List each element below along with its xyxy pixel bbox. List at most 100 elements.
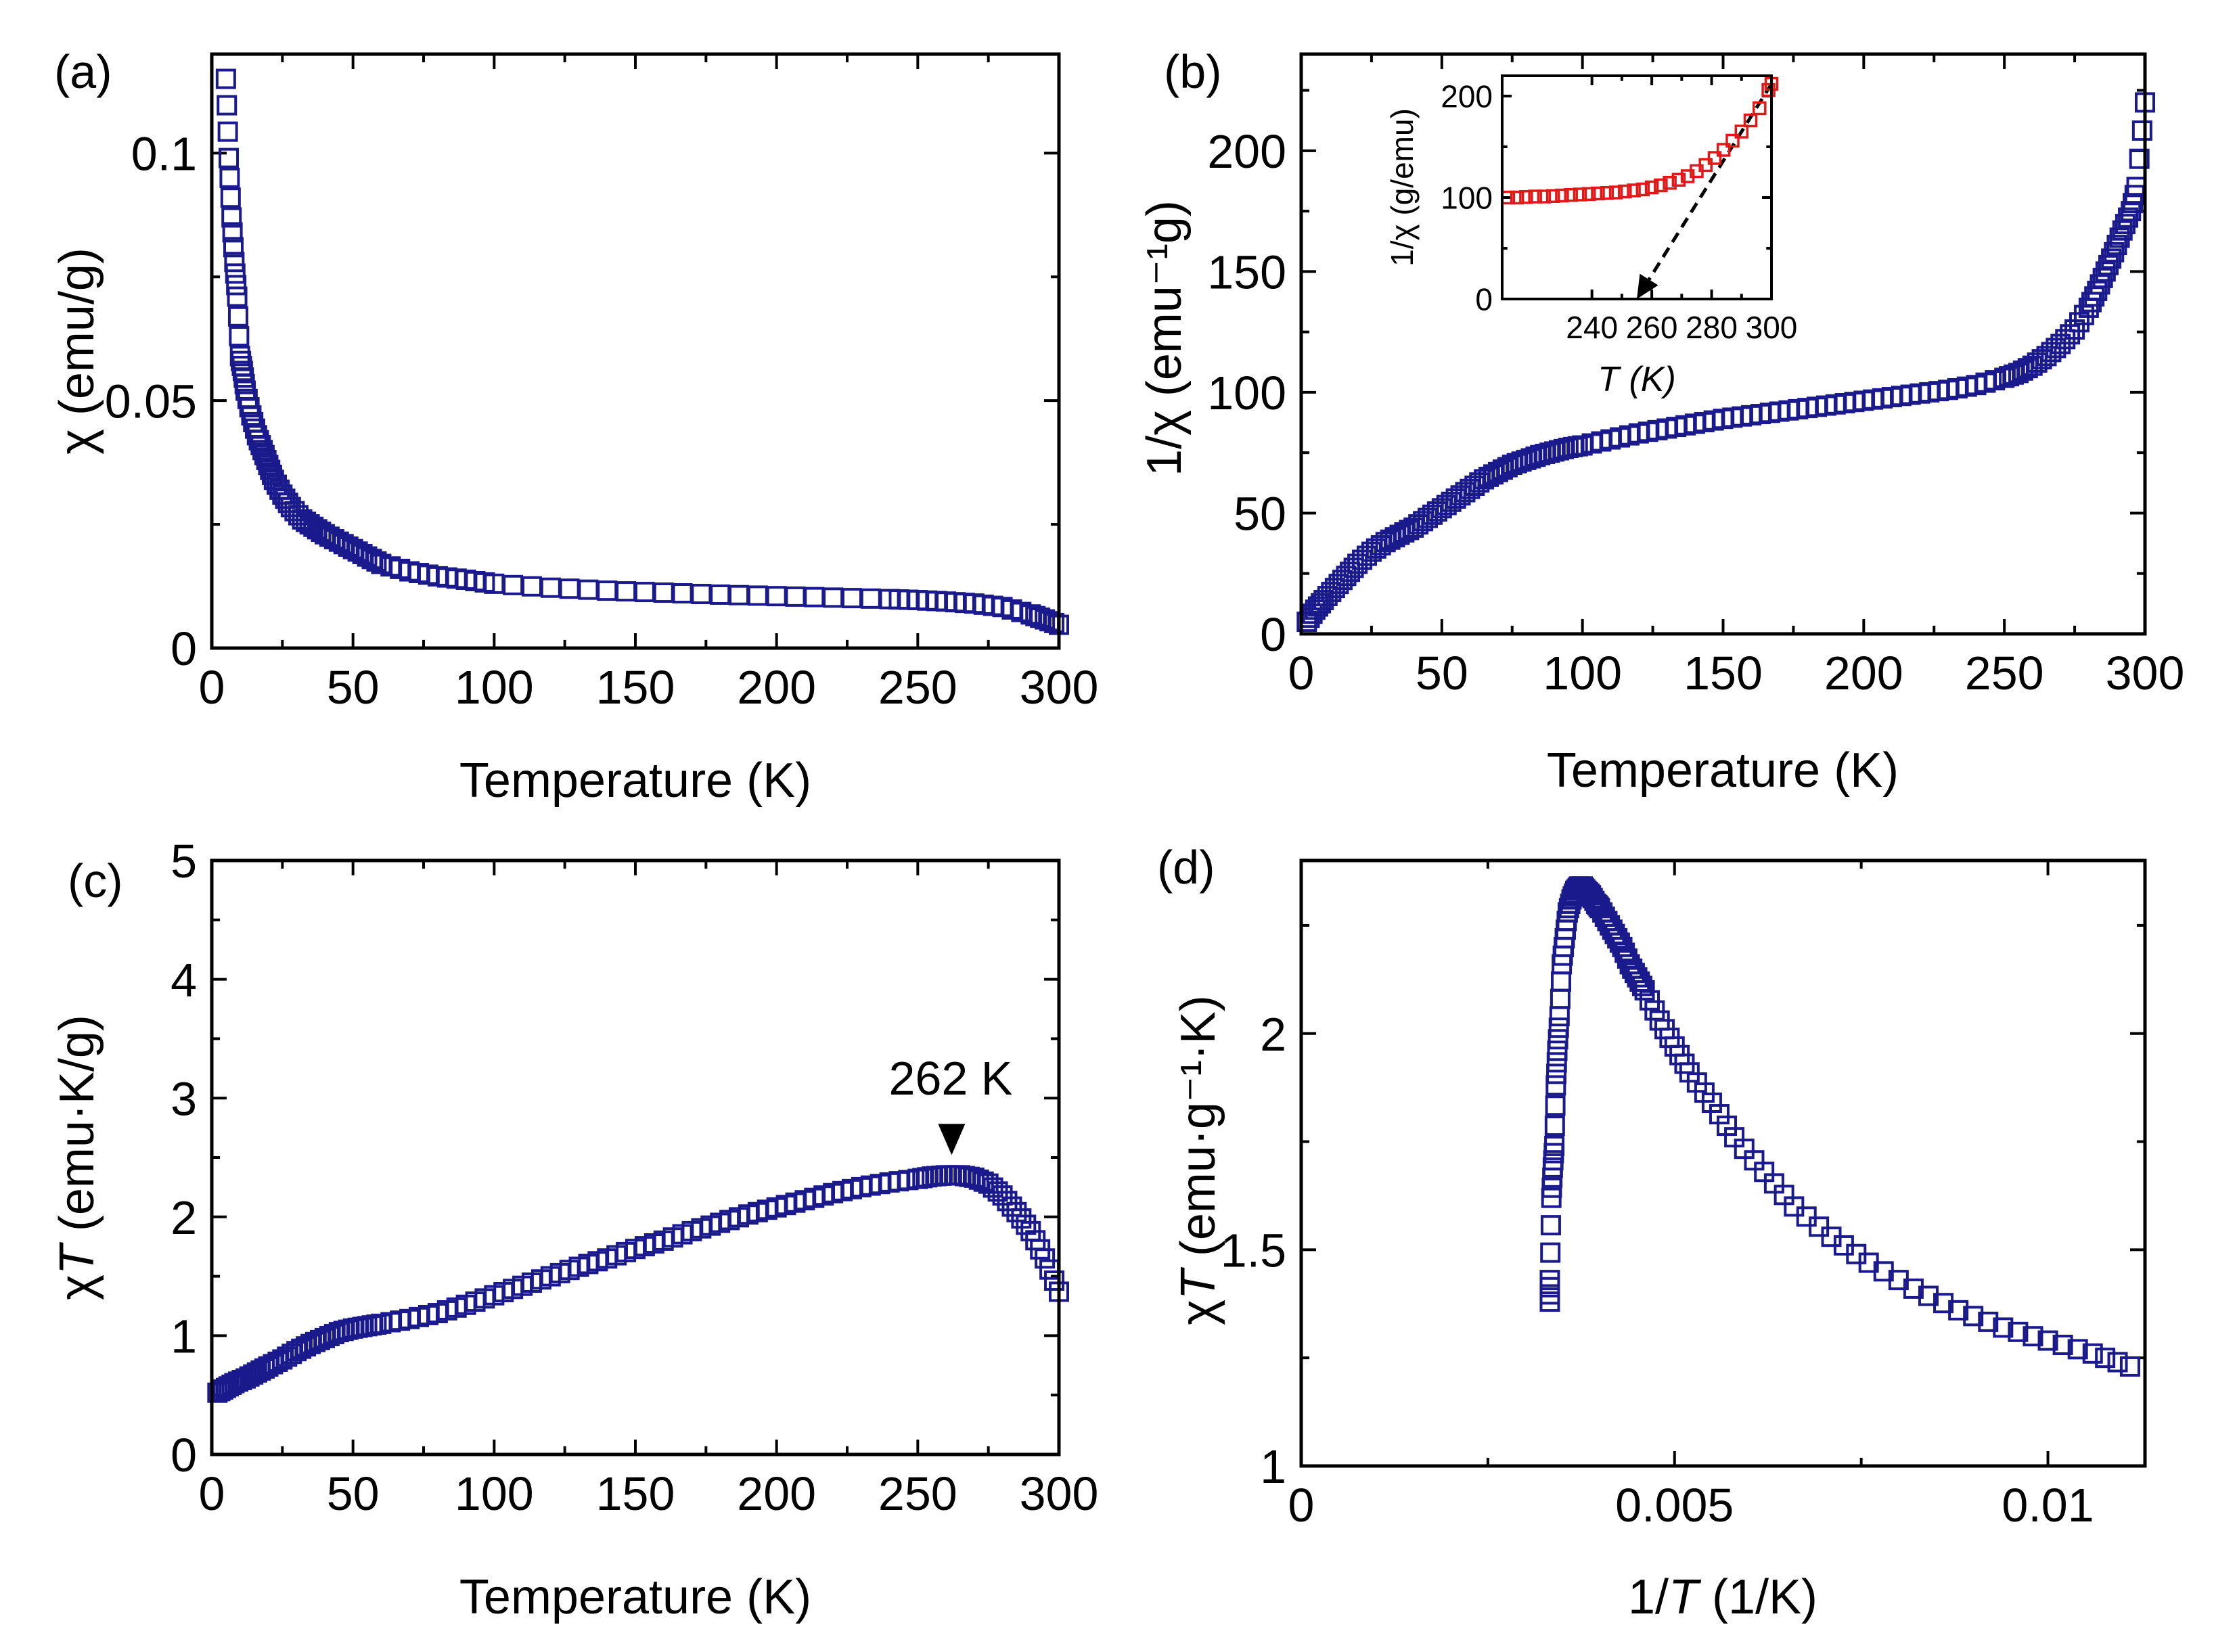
panel-a-ytick-label: 0 [171, 622, 197, 675]
panel-a-xtick-label: 250 [878, 661, 957, 714]
panel-b-data-point [2098, 254, 2119, 275]
panel-b-label: (b) [1164, 45, 1222, 98]
panel-b-inset-data-point [1654, 178, 1668, 193]
panel-b-points [1296, 92, 2155, 633]
panel-d-label: (d) [1157, 841, 1215, 894]
panel-b-data-point [2092, 267, 2113, 288]
panel-b-data-point [2118, 207, 2139, 228]
panel-d-data-point [1545, 1095, 1566, 1116]
panel-c-label: (c) [68, 854, 123, 907]
panel-a-data-point [729, 584, 750, 605]
panel-d-data-point [1546, 1052, 1567, 1073]
panel-d-data-point [1549, 1006, 1570, 1027]
panel-c-xtick-label: 0 [199, 1467, 225, 1520]
panel-d-data-point [1963, 1306, 1984, 1327]
panel-c-annotation: 262 K [889, 1052, 1013, 1105]
panel-c-ylabel-suffix: (emu·K/g) [50, 1015, 104, 1245]
panel-d-data-point [1933, 1293, 1954, 1314]
panel-c-ylabel-prefix: χ [50, 1275, 104, 1300]
panel-d-data-point [1544, 1135, 1565, 1156]
panel-b-data-point [2101, 248, 2122, 269]
panel-a-data-point [597, 580, 618, 601]
panel-b-inset-data-point [1644, 180, 1659, 195]
panel-b-inset-data-point [1753, 101, 1767, 116]
panel-a-data-point [217, 121, 238, 142]
panel-d-data-point [2037, 1330, 2058, 1351]
panel-c-data-point [1044, 1270, 1065, 1291]
panel-b-inset-data-point [1564, 188, 1578, 202]
panel-a-data-point [221, 207, 242, 228]
panel-c-ytick-label: 0 [171, 1429, 197, 1482]
panel-c-peak-marker [938, 1124, 966, 1155]
panel-d-xlabel: 1/T (1/K) [1628, 1570, 1817, 1624]
panel-b-inset-data-point [1698, 158, 1713, 173]
panel-a-points [215, 68, 1069, 635]
panel-b-xlabel: Temperature (K) [1547, 743, 1899, 798]
panel-c-xtick-label: 200 [737, 1467, 816, 1520]
panel-a-data-point [229, 326, 250, 347]
panel-c-xlabel: Temperature (K) [459, 1570, 811, 1624]
panel-d-data-point [2107, 1352, 2128, 1373]
panel-b-data-point [2112, 220, 2133, 241]
panel-b-inset-data-point [1528, 189, 1542, 204]
panel-d-data-point [1918, 1285, 1939, 1306]
panel-a-xtick-label: 0 [199, 661, 225, 714]
panel-d-points [1539, 876, 2140, 1377]
panel-d-ticks: 0 0.005 0.01 1 1.5 2 [1221, 861, 2145, 1532]
panel-d-data-point [2008, 1321, 2029, 1342]
panel-d-ylabel-prefix: χ [1171, 1300, 1225, 1325]
panel-d-data-point [1993, 1317, 2014, 1338]
panel-b-ticks: 0 50 100 150 200 250 300 0 50 100 150 200 [1207, 54, 2184, 699]
panel-a-data-point [223, 237, 244, 258]
panel-a-data-point [227, 286, 248, 307]
panel-d-data-point [1547, 1029, 1568, 1050]
panel-a-data-point [540, 577, 561, 598]
panel-d-data-point [1539, 1270, 1560, 1291]
panel-d-data-point [2052, 1335, 2073, 1355]
panel-a-data-point [766, 586, 787, 607]
panel-a-data-point [219, 167, 240, 188]
panel-b-xtick-label: 50 [1416, 647, 1468, 699]
panel-b-inset-data-point [1635, 182, 1650, 197]
panel-b-ytick-label: 100 [1207, 367, 1286, 419]
panel-b-inset-data-point [1600, 186, 1614, 200]
panel-b-data-point [2109, 227, 2130, 248]
panel-b-data-point [2131, 120, 2152, 141]
panel-b-inset-data-point [1510, 190, 1524, 205]
panel-a-data-point [672, 583, 693, 604]
panel-c-ytick-label: 2 [171, 1191, 197, 1244]
panel-b-inset-data-point [1591, 186, 1605, 201]
panel-b-inset-data-point [1545, 189, 1560, 203]
panel-b-xtick-label: 200 [1824, 647, 1903, 699]
panel-a-data-point [785, 586, 806, 607]
panel-a-frame [210, 52, 1061, 650]
panel-d-data-point [1548, 1017, 1569, 1038]
panel-d-ytick-label: 1 [1260, 1440, 1286, 1493]
panel-b-inset-points [1501, 76, 1779, 205]
panel-d-data-point [2023, 1326, 2043, 1347]
panel-b-data-point [2106, 235, 2127, 256]
panel-b-inset-ticks: 240 260 280 300 0 100 200 [1441, 76, 1797, 345]
panel-d-data-point [1551, 971, 1572, 992]
panel-a-data-point [225, 263, 246, 284]
panel-a-xtick-label: 300 [1020, 661, 1099, 714]
panel-a-data-point [241, 405, 262, 426]
panel-d-data-point [1948, 1300, 1969, 1321]
panel-b-ytick-label: 200 [1207, 125, 1286, 178]
panel-a-data-point [634, 582, 655, 603]
panel-a-data-point [215, 68, 236, 89]
panel-b-inset-ylabel: 1/χ (g/emu) [1384, 108, 1420, 267]
panel-d-ytick-label: 1.5 [1221, 1224, 1286, 1277]
panel-b-data-point [2095, 261, 2116, 282]
panel-c-xtick-label: 300 [1020, 1467, 1099, 1520]
panel-b-data-point [2129, 148, 2150, 169]
panel-a-data-point [521, 576, 542, 597]
panel-c-xtick-label: 50 [327, 1467, 380, 1520]
panel-b-ytick-label: 50 [1234, 488, 1286, 541]
panel-a-data-point [1044, 612, 1065, 633]
panel-c-points [207, 1165, 1069, 1403]
panel-a-data-point [823, 587, 844, 608]
panel-d-ylabel-suffix: (emu·g⁻¹·K) [1171, 995, 1225, 1270]
panel-b-ytick-label: 0 [1260, 608, 1286, 661]
